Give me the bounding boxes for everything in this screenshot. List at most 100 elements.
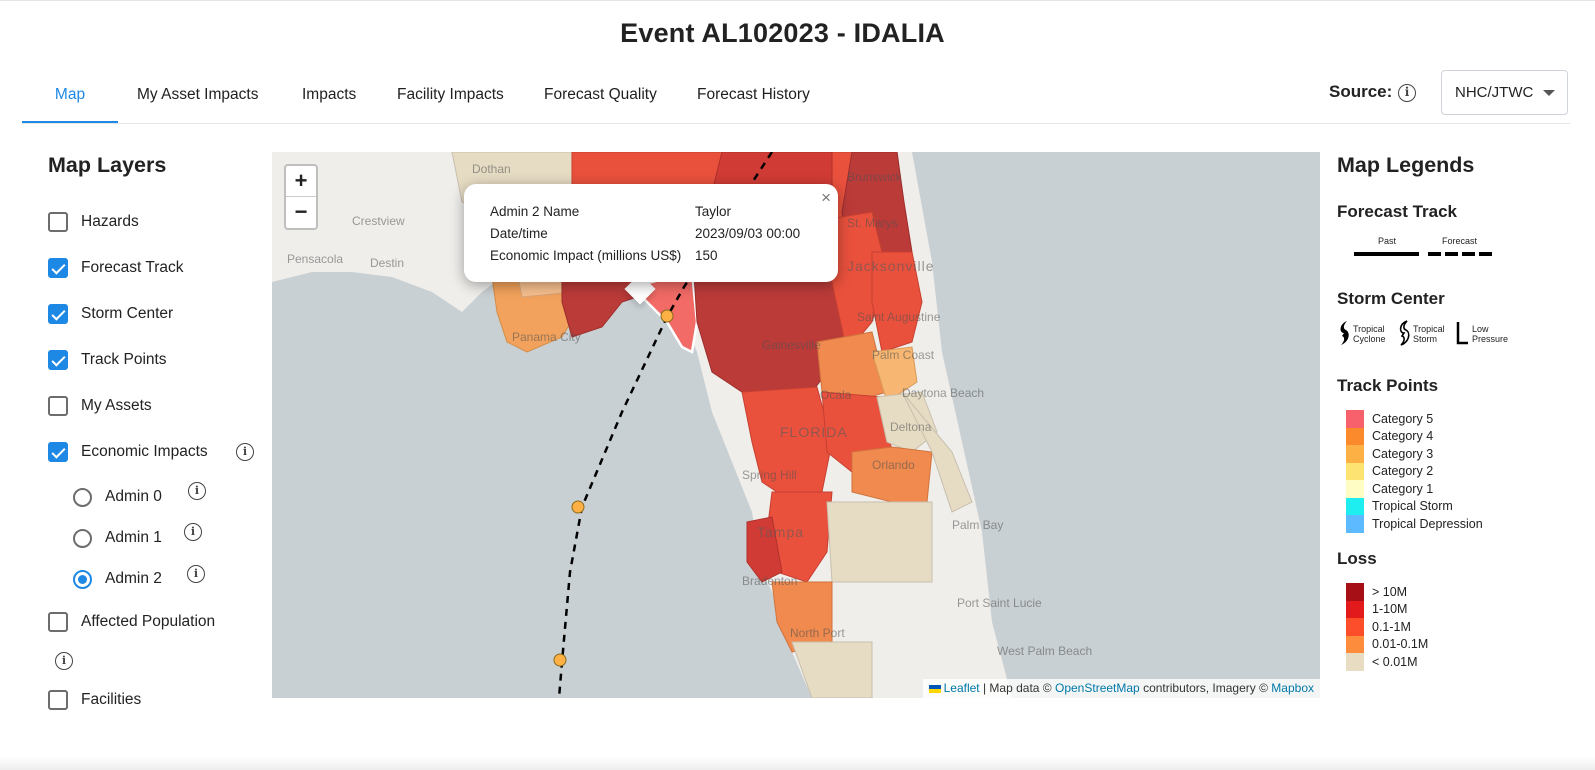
checkbox-storm-center[interactable] [48,304,68,324]
layer-forecast-track[interactable]: Forecast Track [48,257,184,279]
source-select[interactable]: NHC/JTWC [1441,70,1568,115]
track-point[interactable] [660,309,674,323]
radio-admin-0[interactable]: Admin 0 [73,486,162,508]
zoom-in-button[interactable]: + [286,166,316,197]
legend-storm-label: Pressure [1472,334,1509,344]
checkbox-hazards[interactable] [48,212,68,232]
county [746,516,783,583]
legend-item: Tropical Storm [1346,497,1483,515]
legend-item: > 10M [1346,583,1428,601]
checkbox-facilities[interactable] [48,690,68,710]
legend-item: 0.1-1M [1346,618,1428,636]
place-label: North Port [790,626,845,640]
county [791,641,873,698]
legend-item: Category 1 [1346,480,1483,498]
legend-label: 1-10M [1372,602,1408,617]
info-icon[interactable]: i [236,443,254,461]
popup-key: Date/time [490,226,548,241]
legend-label: < 0.01M [1372,654,1418,669]
checkbox-economic-impacts[interactable] [48,442,68,462]
layer-facilities[interactable]: Facilities [48,689,141,711]
popup-value: 150 [695,248,718,263]
layer-track-points[interactable]: Track Points [48,349,167,371]
place-label: St. Marys [847,216,898,230]
checkbox-my-assets[interactable] [48,396,68,416]
info-icon[interactable]: i [184,523,202,541]
attribution-text: | Map data © [982,681,1052,695]
legend-storm-center-title: Storm Center [1337,289,1445,308]
legend-storm-label: Storm [1413,334,1438,344]
storm-center-legend: Tropical Cyclone Tropical Storm Low Pres… [1337,318,1517,350]
tab-impacts[interactable]: Impacts [302,86,357,103]
place-label: FLORIDA [780,424,848,440]
info-icon[interactable]: i [188,482,206,500]
leaflet-link[interactable]: Leaflet [943,681,980,695]
legend-label: 0.01-0.1M [1372,637,1429,652]
place-label: Palm Bay [952,518,1004,532]
map-attribution: Leaflet | Map data © OpenStreetMap contr… [922,679,1320,698]
popup-key: Economic Impact (millions US$) [490,248,682,263]
past-track-line [1354,252,1419,256]
county [871,346,918,403]
tropical-cyclone-icon [1340,321,1349,345]
radio-admin-2[interactable]: Admin 2 [73,568,162,590]
radio-admin-1[interactable]: Admin 1 [73,527,162,549]
map-layers-title: Map Layers [48,153,167,177]
info-icon[interactable]: i [55,652,73,670]
map-view[interactable]: Dothan Crestview Pensacola Destin Panama… [272,152,1320,698]
legend-swatch [1346,497,1364,515]
legend-past-label: Past [1378,236,1397,246]
top-border [0,0,1595,3]
layer-storm-center[interactable]: Storm Center [48,303,173,325]
popup-row: Admin 2 Name Taylor [490,204,731,219]
legend-swatch [1346,653,1364,671]
legend-item: 1-10M [1346,600,1428,618]
place-label: Ocala [820,388,852,402]
track-point[interactable] [571,500,585,514]
close-icon[interactable]: × [821,188,831,207]
place-label: Pensacola [287,252,344,266]
legend-forecast-label: Forecast [1442,236,1478,246]
legend-label: Tropical Storm [1372,499,1453,514]
tab-forecast-quality[interactable]: Forecast Quality [544,86,657,103]
legend-forecast-track-title: Forecast Track [1337,202,1458,221]
radio-button[interactable] [73,569,92,589]
checkbox-affected-population[interactable] [48,612,68,632]
tab-forecast-history[interactable]: Forecast History [697,86,810,103]
info-icon[interactable]: i [1398,84,1416,102]
checkbox-track-points[interactable] [48,350,68,370]
track-points-legend: Category 5 Category 4 Category 3 Category 2… [1346,410,1483,533]
layer-my-assets[interactable]: My Assets [48,395,152,417]
info-icon[interactable]: i [187,565,205,583]
legend-label: Category 3 [1372,446,1434,461]
mapbox-link[interactable]: Mapbox [1271,681,1314,695]
layer-hazards[interactable]: Hazards [48,211,139,233]
place-label: Gainesville [762,338,821,352]
radio-button[interactable] [73,487,92,507]
tab-map[interactable]: Map [22,72,118,123]
tab-my-asset-impacts[interactable]: My Asset Impacts [137,86,259,103]
place-label: Orlando [872,458,915,472]
radio-label: Admin 2 [105,570,162,587]
place-label: Tampa [757,524,805,540]
checkbox-forecast-track[interactable] [48,258,68,278]
legend-item: Category 3 [1346,445,1483,463]
zoom-out-button[interactable]: − [294,199,308,224]
radio-button[interactable] [73,528,92,548]
ukraine-flag-icon [928,684,941,693]
legend-storm-label: Low [1472,324,1489,334]
tab-facility-impacts[interactable]: Facility Impacts [397,86,504,103]
osm-link[interactable]: OpenStreetMap [1055,681,1140,695]
track-point[interactable] [553,653,567,667]
layer-affected-population[interactable]: Affected Population [48,611,215,633]
legend-item: < 0.01M [1346,653,1428,671]
place-label: Deltona [890,420,932,434]
legend-storm-label: Tropical [1413,324,1445,334]
place-label: Jacksonville [847,258,935,274]
popup-key: Admin 2 Name [490,204,580,219]
legend-swatch [1346,480,1364,498]
place-label: Palm Coast [872,348,935,362]
layer-economic-impacts[interactable]: Economic Impacts [48,441,208,463]
place-label: Dothan [472,162,511,176]
layer-label: Economic Impacts [81,443,208,460]
